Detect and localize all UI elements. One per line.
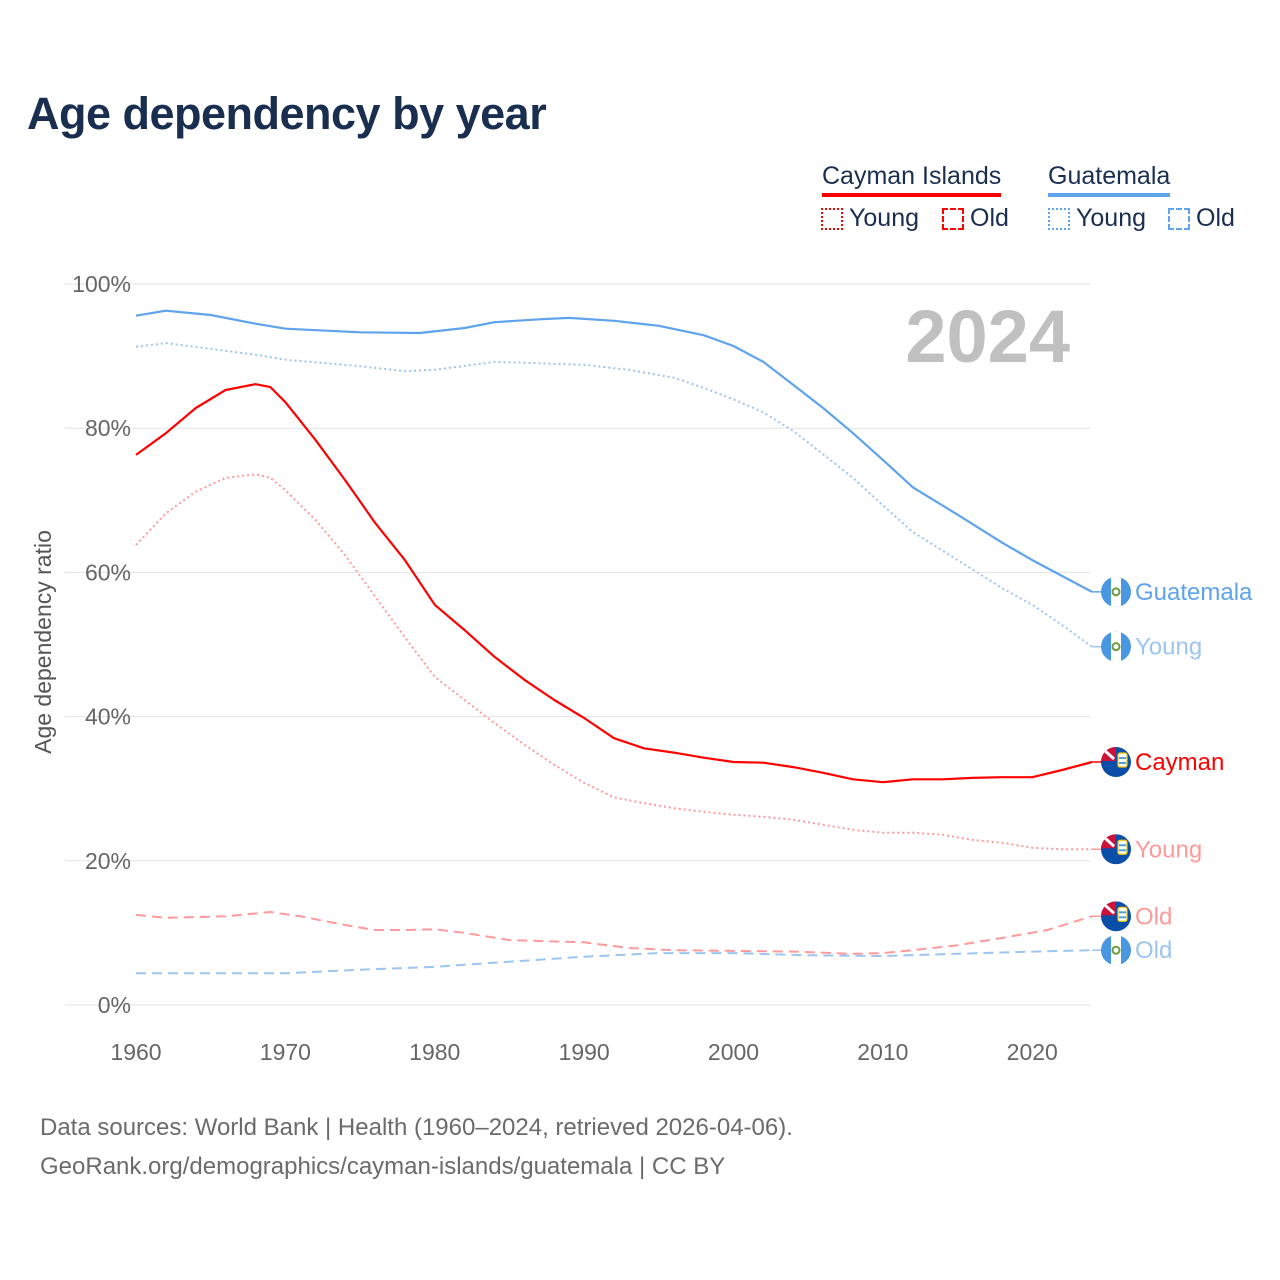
y-axis-label: Age dependency ratio — [30, 530, 56, 754]
guatemala-flag-icon — [1101, 935, 1131, 966]
legend-guatemala-young[interactable]: Young — [1048, 204, 1146, 233]
dotted-swatch-icon — [821, 207, 843, 230]
end-label: Young — [1135, 634, 1202, 661]
dashed-swatch-icon — [942, 207, 964, 230]
series-line-cayman-islands-young — [135, 473, 1092, 851]
y-tick-label: 0% — [98, 992, 131, 1018]
end-label: Guatemala — [1135, 579, 1253, 606]
y-tick-label: 80% — [85, 415, 131, 441]
end-label: Old — [1135, 937, 1172, 964]
legend-cayman-islands[interactable]: Cayman Islands — [822, 162, 1002, 197]
series-line-guatemala-old — [136, 949, 1093, 975]
x-tick-label: 1960 — [110, 1039, 161, 1065]
x-tick-label: 2010 — [857, 1039, 908, 1065]
chart-title: Age dependency by year — [27, 88, 547, 139]
series-line-guatemala-young — [135, 342, 1093, 648]
guatemala-flag-icon — [1101, 631, 1131, 662]
y-tick-label: 100% — [72, 271, 131, 297]
end-label: Young — [1135, 836, 1202, 863]
legend-guatemala-old[interactable]: Old — [1168, 204, 1235, 233]
legend-label: Old — [1196, 204, 1235, 232]
legend-cayman-old[interactable]: Old — [942, 204, 1009, 233]
source-link[interactable]: GeoRank.org/demographics/cayman-islands/… — [40, 1153, 726, 1180]
cayman-flag-icon — [1101, 901, 1131, 932]
series-line-cayman-islands-old — [135, 911, 1093, 955]
legend-cayman-young[interactable]: Young — [821, 204, 919, 233]
x-tick-label: 2000 — [708, 1039, 759, 1065]
x-tick-label: 1970 — [260, 1039, 311, 1065]
end-label: Old — [1135, 903, 1172, 930]
series-line-cayman-islands — [135, 383, 1093, 784]
x-tick-label: 2020 — [1007, 1039, 1058, 1065]
legend-label: Young — [1076, 204, 1146, 232]
cayman-flag-icon — [1101, 834, 1131, 865]
series-line-guatemala — [135, 309, 1093, 593]
source-note: Data sources: World Bank | Health (1960–… — [40, 1114, 793, 1141]
x-tick-label: 1990 — [559, 1039, 610, 1065]
legend-label: Old — [970, 204, 1009, 232]
cayman-flag-icon — [1101, 747, 1131, 778]
dashed-swatch-icon — [1168, 207, 1190, 230]
y-tick-label: 60% — [85, 559, 131, 585]
y-tick-label: 40% — [85, 704, 131, 730]
legend-label: Young — [849, 204, 919, 232]
guatemala-flag-icon — [1101, 576, 1131, 607]
y-tick-label: 20% — [85, 848, 131, 874]
dotted-swatch-icon — [1048, 207, 1070, 230]
end-label: Cayman — [1135, 749, 1224, 776]
x-tick-label: 1980 — [409, 1039, 460, 1065]
year-watermark: 2024 — [905, 295, 1070, 378]
line-chart: 0% 20% 40% 60% 80% 100% 1960 1970 1980 1990 2000 20… — [30, 271, 1253, 1065]
legend-guatemala[interactable]: Guatemala — [1048, 162, 1171, 197]
footer: Data sources: World Bank | Health (1960–… — [40, 1108, 793, 1186]
